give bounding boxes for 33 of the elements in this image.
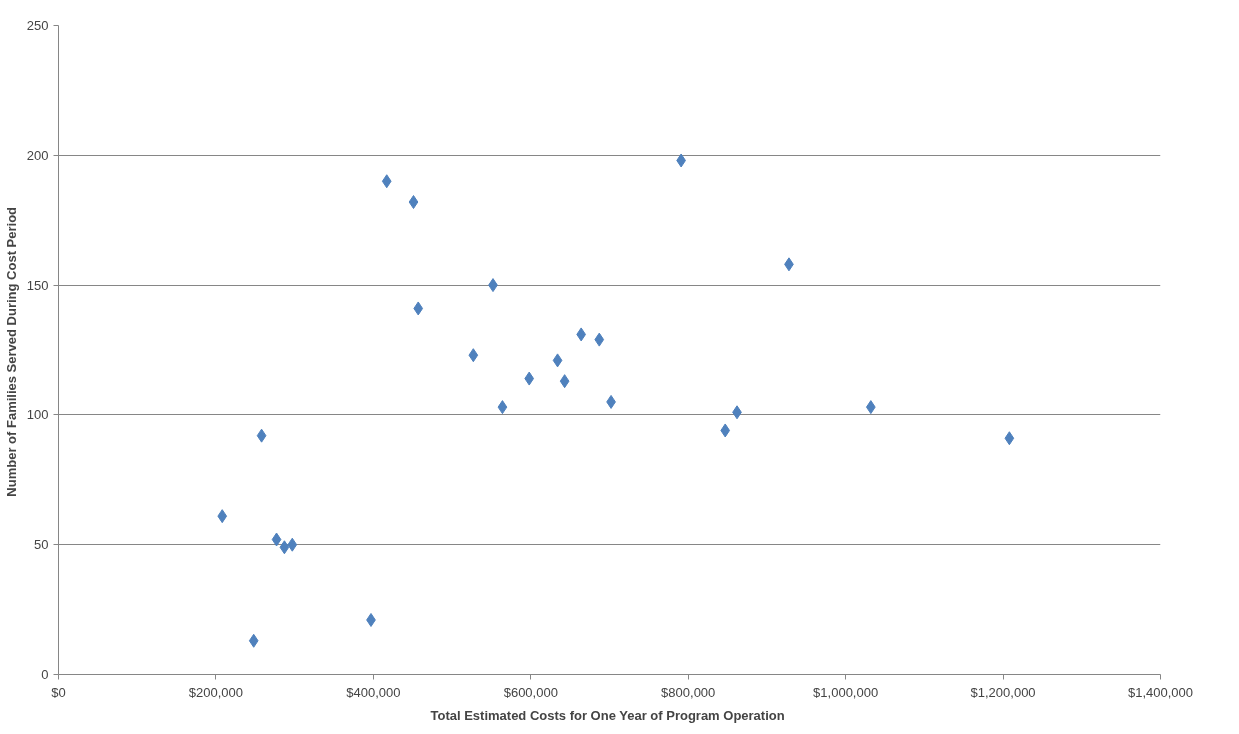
point	[497, 400, 508, 415]
y-tick-label: 150	[26, 277, 49, 293]
point	[248, 633, 259, 648]
point	[559, 374, 570, 389]
x-tick-label: $800,000	[661, 684, 716, 700]
x-tick-label: $1,000,000	[813, 684, 879, 700]
y-tick-label: 200	[26, 147, 49, 163]
point	[287, 537, 298, 552]
point	[279, 540, 290, 555]
y-tick-label: 50	[34, 537, 49, 553]
x-tick-label: $200,000	[188, 684, 244, 700]
x-tick-label: $0	[51, 684, 66, 700]
point	[408, 195, 419, 210]
y-tick-label: 100	[26, 407, 49, 423]
point	[720, 423, 731, 438]
point	[468, 348, 479, 363]
y-axis-title: Number of Families Served During Cost Period	[3, 206, 19, 497]
x-tick-label: $600,000	[503, 684, 558, 700]
x-tick-label: $400,000	[346, 684, 401, 700]
x-tick-label: $1,400,000	[1127, 684, 1194, 700]
point	[594, 332, 605, 347]
point	[381, 174, 392, 189]
point	[217, 509, 228, 524]
point	[413, 301, 424, 316]
point	[552, 353, 563, 368]
point	[524, 371, 535, 386]
x-axis-title: Total Estimated Costs for One Year of Program Operation	[430, 707, 785, 723]
point	[1004, 431, 1015, 446]
point	[256, 428, 267, 443]
point	[271, 532, 282, 547]
y-tick-label: 0	[41, 667, 49, 682]
x-tick-label: $1,200,000	[970, 684, 1036, 700]
y-tick-label: 250	[26, 18, 49, 33]
